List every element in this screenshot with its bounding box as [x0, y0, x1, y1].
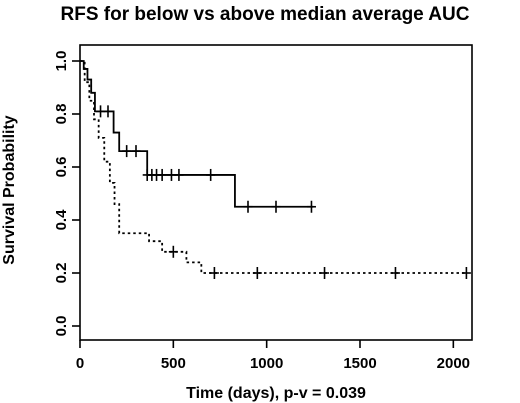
censor-mark-0-1 — [103, 105, 113, 118]
y-tick-label-3: 0.6 — [53, 157, 70, 178]
y-tick-label-4: 0.8 — [53, 104, 70, 125]
y-tick-label-0: 0.0 — [53, 316, 70, 337]
censor-mark-0-12 — [271, 200, 281, 213]
km-curve-1 — [80, 60, 467, 274]
x-tick-label-4: 2000 — [437, 355, 470, 372]
series-layer — [80, 60, 471, 279]
chart-title: RFS for below vs above median average AU… — [61, 4, 470, 25]
y-tick-label-1: 0.2 — [53, 263, 70, 284]
y-tick-label-2: 0.4 — [53, 209, 70, 231]
censor-mark-1-4 — [390, 267, 400, 279]
censor-mark-0-11 — [243, 200, 253, 213]
censor-mark-1-2 — [252, 267, 262, 279]
censor-mark-0-2 — [122, 145, 132, 158]
y-tick-label-5: 1.0 — [53, 51, 70, 72]
x-tick-label-2: 1000 — [250, 355, 283, 372]
x-tick-label-3: 1500 — [343, 355, 376, 372]
km-curve-0 — [80, 60, 314, 208]
censor-mark-0-3 — [131, 145, 141, 158]
axes: 0 500 1000 1500 2000 0.0 0.2 0.4 0.6 0.8 1.0 — [53, 51, 470, 372]
censor-mark-0-10 — [206, 168, 216, 181]
censor-mark-1-0 — [168, 245, 178, 258]
plot-frame — [79, 44, 473, 341]
censor-mark-0-9 — [174, 168, 184, 181]
censor-mark-0-13 — [306, 200, 316, 213]
censor-mark-1-5 — [461, 267, 471, 279]
x-tick-label-1: 500 — [161, 355, 186, 372]
y-axis-label: Survival Probability — [1, 115, 18, 264]
censor-mark-1-1 — [209, 267, 219, 279]
censor-mark-0-7 — [157, 168, 167, 181]
x-axis-label: Time (days), p-v = 0.039 — [186, 385, 366, 402]
censor-mark-1-3 — [320, 267, 330, 279]
x-tick-label-0: 0 — [76, 355, 84, 372]
